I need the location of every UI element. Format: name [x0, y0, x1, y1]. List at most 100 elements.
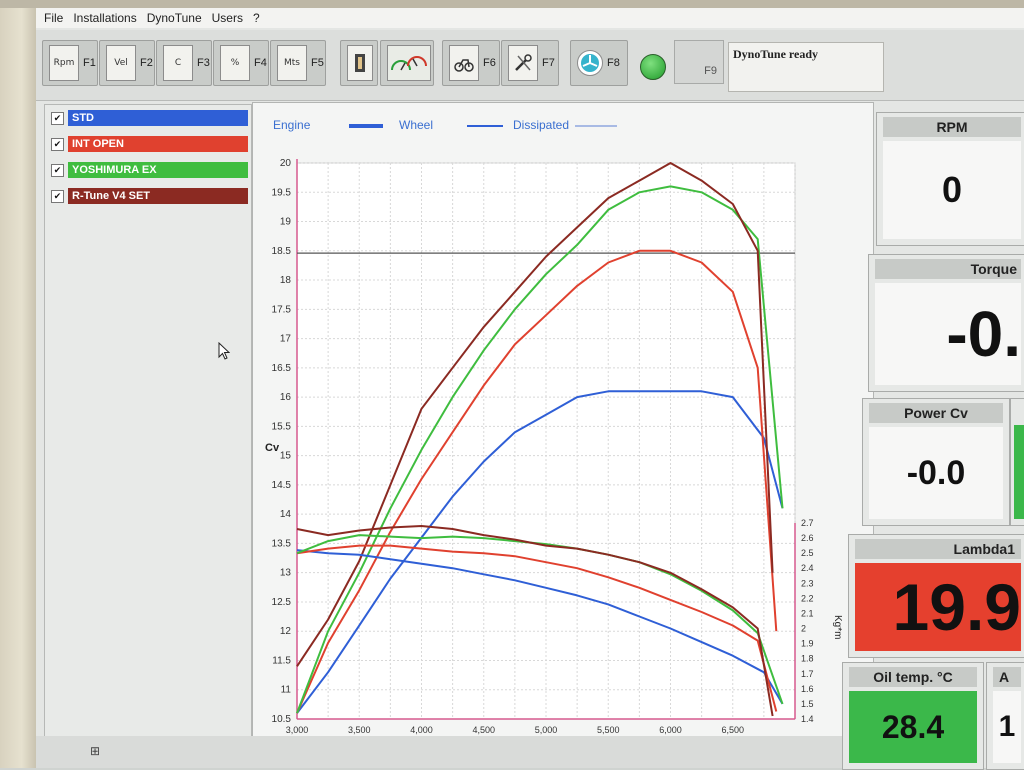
- tools-icon: [508, 45, 538, 81]
- menu-file[interactable]: File: [44, 11, 64, 25]
- torque-panel: Torque -0.: [868, 254, 1024, 392]
- f7-tools-button[interactable]: F7: [501, 40, 559, 86]
- legend-panel: ✔ STD ✔ INT OPEN ✔ YOSHIMURA EX ✔ R-Tune…: [44, 104, 252, 746]
- dyno-settings-button[interactable]: [340, 40, 378, 86]
- menu-installations[interactable]: Installations: [73, 11, 137, 25]
- header-engine: Engine: [273, 118, 311, 132]
- oil-temp-value: 28.4: [849, 691, 977, 763]
- lambda-value: 19.9: [855, 563, 1021, 651]
- toolbar: Rpm F1 Vel F2 C F3 % F4 Mts F5: [36, 30, 1024, 101]
- y2-tick-label: 2.1: [801, 608, 814, 618]
- menu-users[interactable]: Users: [211, 11, 243, 25]
- y2-tick-label: 2.7: [801, 518, 814, 528]
- f8-fan-button[interactable]: F8: [570, 40, 628, 86]
- torque-value: -0.: [875, 283, 1021, 385]
- y-tick-label: 12: [280, 626, 292, 637]
- rpm-label: RPM: [883, 117, 1021, 137]
- power-line-yoshimura-ex: [296, 185, 784, 714]
- y2-tick-label: 2.6: [801, 533, 814, 543]
- y-tick-label: 19.5: [272, 187, 292, 198]
- x-tick-label: 6,000: [659, 725, 682, 735]
- extra-label: A: [993, 667, 1021, 687]
- y2-tick-label: 2.3: [801, 578, 814, 588]
- power-value: -0.0: [869, 427, 1003, 519]
- power-label: Power Cv: [869, 403, 1003, 423]
- y-tick-label: 12.5: [272, 597, 292, 608]
- f1-rpm-button[interactable]: Rpm F1: [42, 40, 98, 86]
- resize-grip-icon: ⊞: [90, 744, 101, 758]
- x-tick-label: 5,000: [535, 725, 558, 735]
- torque-label: Torque: [875, 259, 1021, 279]
- extra-value: 1: [993, 691, 1021, 763]
- y-tick-label: 18.5: [272, 246, 292, 257]
- torque-line-yoshimura-ex: [296, 534, 784, 705]
- chart-axes: 10.5 11 11.5 12 12.5 13 13.5 14 14.5 15 15.5 16 16.5…: [265, 158, 843, 750]
- y-tick-label: 16: [280, 392, 292, 403]
- chart-header: Engine Wheel Dissipated: [273, 118, 617, 132]
- checkbox-icon[interactable]: ✔: [51, 137, 64, 151]
- power-line-std: [296, 390, 784, 714]
- f3-setup-button[interactable]: C F3: [156, 40, 212, 86]
- y-tick-label: 13.5: [272, 538, 292, 549]
- y2-tick-label: 1.5: [801, 699, 814, 709]
- y-axis-title: Cv: [265, 442, 280, 454]
- header-wheel: Wheel: [399, 118, 433, 132]
- monitor-bezel-top: [0, 0, 1024, 8]
- rpm-icon: Rpm: [49, 45, 79, 81]
- y2-tick-label: 2: [801, 624, 806, 634]
- chart-series: [296, 162, 795, 717]
- checkbox-icon[interactable]: ✔: [51, 163, 64, 177]
- status-message: DynoTune ready: [728, 42, 884, 92]
- menu-help[interactable]: ?: [252, 11, 260, 25]
- y-tick-label: 11.5: [272, 655, 291, 666]
- extra-panel: A 1: [986, 662, 1024, 770]
- chart-grid: [296, 162, 796, 720]
- y-tick-label: 17.5: [272, 304, 292, 315]
- torque-line-int-open: [296, 544, 778, 712]
- header-dissipated: Dissipated: [513, 118, 569, 132]
- monitor-bezel: [0, 0, 36, 768]
- lambda-panel: Lambda1 19.9: [848, 534, 1024, 658]
- f2-vel-button[interactable]: Vel F2: [99, 40, 155, 86]
- rpm-value: 0: [883, 141, 1021, 239]
- gauges-icon: [387, 45, 431, 81]
- y2-tick-label: 1.9: [801, 639, 814, 649]
- y-tick-label: 18: [280, 275, 292, 286]
- checkbox-icon[interactable]: ✔: [51, 189, 64, 203]
- oil-temp-label: Oil temp. °C: [849, 667, 977, 687]
- y-tick-label: 16.5: [272, 363, 292, 374]
- mouse-cursor-icon: [218, 341, 231, 360]
- bottom-bar: ⊞: [36, 736, 872, 768]
- y-tick-label: 19: [280, 217, 292, 228]
- dyno-chart-panel: Engine Wheel Dissipated 10.5 11 11.5 12 12.5…: [252, 102, 874, 752]
- dyno-settings-icon: [347, 45, 373, 81]
- legend-item-int-open[interactable]: ✔ INT OPEN: [51, 135, 248, 153]
- torque-line-std: [296, 549, 784, 705]
- status-led: [640, 54, 666, 80]
- f6-bike-button[interactable]: F6: [442, 40, 500, 86]
- legend-item-yoshimura[interactable]: ✔ YOSHIMURA EX: [51, 161, 248, 179]
- motorcycle-icon: [449, 45, 479, 81]
- y2-axis-title: Kg*m: [832, 615, 843, 639]
- legend-item-rtune[interactable]: ✔ R-Tune V4 SET: [51, 187, 248, 205]
- f5-mts-button[interactable]: Mts F5: [270, 40, 326, 86]
- y2-tick-label: 1.7: [801, 669, 814, 679]
- side-indicator-green: [1014, 425, 1024, 519]
- side-indicator-panel: [1010, 398, 1024, 526]
- y-tick-label: 14: [280, 509, 292, 520]
- vel-icon: Vel: [106, 45, 136, 81]
- f4-gauge-button[interactable]: % F4: [213, 40, 269, 86]
- checkbox-icon[interactable]: ✔: [51, 111, 64, 125]
- x-tick-label: 5,500: [597, 725, 620, 735]
- rpm-panel: RPM 0: [876, 112, 1024, 246]
- lambda-label: Lambda1: [855, 539, 1021, 559]
- mts-icon: Mts: [277, 45, 307, 81]
- menu-dynotune[interactable]: DynoTune: [146, 11, 202, 25]
- f9-button[interactable]: F9: [674, 40, 724, 84]
- power-line-r-tune-v4-set: [296, 162, 774, 667]
- gauges-view-button[interactable]: [380, 40, 434, 86]
- y2-tick-label: 1.4: [801, 714, 814, 724]
- y-tick-label: 15.5: [272, 421, 292, 432]
- y-tick-label: 15: [280, 451, 292, 462]
- legend-item-std[interactable]: ✔ STD: [51, 109, 248, 127]
